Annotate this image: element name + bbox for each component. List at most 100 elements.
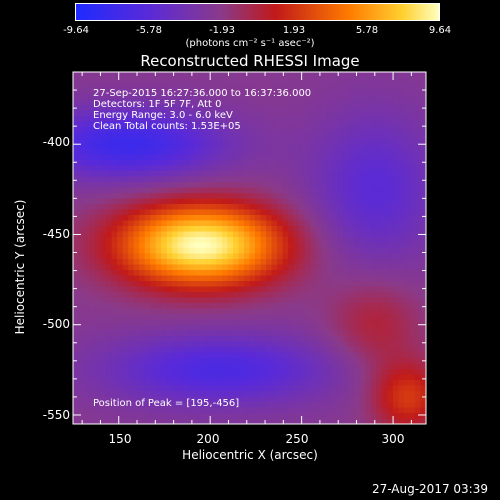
heatmap-cell	[95, 319, 102, 326]
heatmap-cell	[183, 407, 190, 414]
heatmap-cell	[343, 270, 350, 277]
heatmap-cell	[293, 259, 300, 266]
heatmap-cell	[106, 231, 113, 238]
heatmap-cell	[282, 418, 289, 424]
heatmap-cell	[183, 220, 190, 227]
heatmap-cell	[381, 275, 388, 282]
heatmap-cell	[398, 209, 405, 216]
heatmap-cell	[376, 237, 383, 244]
heatmap-cell	[348, 413, 355, 420]
heatmap-cell	[183, 286, 190, 293]
heatmap-cell	[95, 99, 102, 106]
heatmap-cell	[376, 99, 383, 106]
heatmap-cell	[354, 314, 361, 321]
heatmap-cell	[282, 143, 289, 150]
heatmap-cell	[89, 363, 96, 370]
heatmap-cell	[321, 77, 328, 84]
heatmap-cell	[172, 88, 179, 95]
heatmap-cell	[376, 154, 383, 161]
heatmap-cell	[414, 187, 422, 194]
heatmap-cell	[172, 358, 179, 365]
heatmap-cell	[332, 83, 339, 90]
heatmap-cell	[359, 363, 366, 370]
heatmap-cell	[221, 132, 229, 139]
heatmap-cell	[216, 396, 223, 403]
heatmap-cell	[343, 292, 350, 299]
heatmap-cell	[392, 363, 400, 370]
heatmap-cell	[282, 116, 289, 123]
colorbar-unit: (photons cm⁻² s⁻¹ asec⁻²)	[185, 38, 315, 49]
heatmap-cell	[95, 369, 102, 376]
heatmap-cell	[403, 198, 411, 205]
heatmap-cell	[348, 231, 355, 238]
heatmap-cell	[321, 187, 328, 194]
heatmap-cell	[381, 99, 388, 106]
heatmap-cell	[343, 110, 350, 117]
heatmap-cell	[150, 143, 157, 150]
heatmap-cell	[117, 330, 124, 337]
heatmap-cell	[128, 215, 135, 222]
heatmap-cell	[106, 110, 113, 117]
heatmap-cell	[210, 72, 218, 79]
heatmap-cell	[172, 176, 179, 183]
heatmap-cell	[376, 264, 383, 271]
heatmap-cell	[210, 396, 218, 403]
heatmap-cell	[111, 171, 118, 178]
heatmap-cell	[221, 341, 229, 348]
heatmap-cell	[310, 418, 317, 424]
heatmap-cell	[403, 226, 411, 233]
heatmap-cell	[337, 77, 344, 84]
heatmap-cell	[343, 325, 350, 332]
heatmap-cell	[216, 391, 223, 398]
heatmap-cell	[117, 160, 124, 167]
heatmap-cell	[337, 253, 344, 260]
heatmap-cell	[243, 297, 251, 304]
heatmap-cell	[155, 363, 162, 370]
heatmap-cell	[304, 83, 311, 90]
heatmap-cell	[315, 275, 322, 282]
heatmap-cell	[161, 363, 168, 370]
heatmap-cell	[144, 259, 151, 266]
heatmap-cell	[78, 171, 85, 178]
heatmap-cell	[210, 358, 218, 365]
heatmap-cell	[188, 226, 195, 233]
heatmap-cell	[221, 77, 229, 84]
heatmap-cell	[299, 314, 306, 321]
heatmap-cell	[232, 72, 240, 79]
heatmap-cell	[128, 292, 135, 299]
heatmap-cell	[299, 121, 306, 128]
heatmap-cell	[249, 204, 256, 211]
heatmap-cell	[370, 418, 377, 424]
heatmap-cell	[232, 193, 240, 200]
heatmap-cell	[139, 165, 146, 172]
heatmap-cell	[260, 253, 267, 260]
heatmap-cell	[106, 380, 113, 387]
heatmap-cell	[321, 374, 328, 381]
heatmap-cell	[332, 341, 339, 348]
heatmap-cell	[299, 88, 306, 95]
heatmap-cell	[381, 176, 388, 183]
heatmap-cell	[150, 374, 157, 381]
heatmap-cell	[249, 143, 256, 150]
heatmap-cell	[188, 242, 195, 249]
heatmap-cell	[128, 341, 135, 348]
heatmap-cell	[304, 336, 311, 343]
heatmap-cell	[177, 259, 184, 266]
heatmap-cell	[387, 154, 394, 161]
heatmap-cell	[133, 138, 140, 145]
heatmap-cell	[199, 77, 206, 84]
heatmap-cell	[95, 220, 102, 227]
heatmap-cell	[122, 396, 129, 403]
heatmap-cell	[194, 308, 201, 315]
heatmap-cell	[271, 215, 278, 222]
heatmap-cell	[414, 171, 422, 178]
heatmap-cell	[392, 396, 400, 403]
heatmap-cell	[420, 83, 426, 90]
heatmap-cell	[359, 132, 366, 139]
heatmap-cell	[111, 94, 118, 101]
heatmap-cell	[111, 270, 118, 277]
heatmap-cell	[288, 182, 295, 189]
heatmap-cell	[359, 187, 366, 194]
heatmap-cell	[128, 418, 135, 424]
heatmap-cell	[392, 72, 400, 79]
